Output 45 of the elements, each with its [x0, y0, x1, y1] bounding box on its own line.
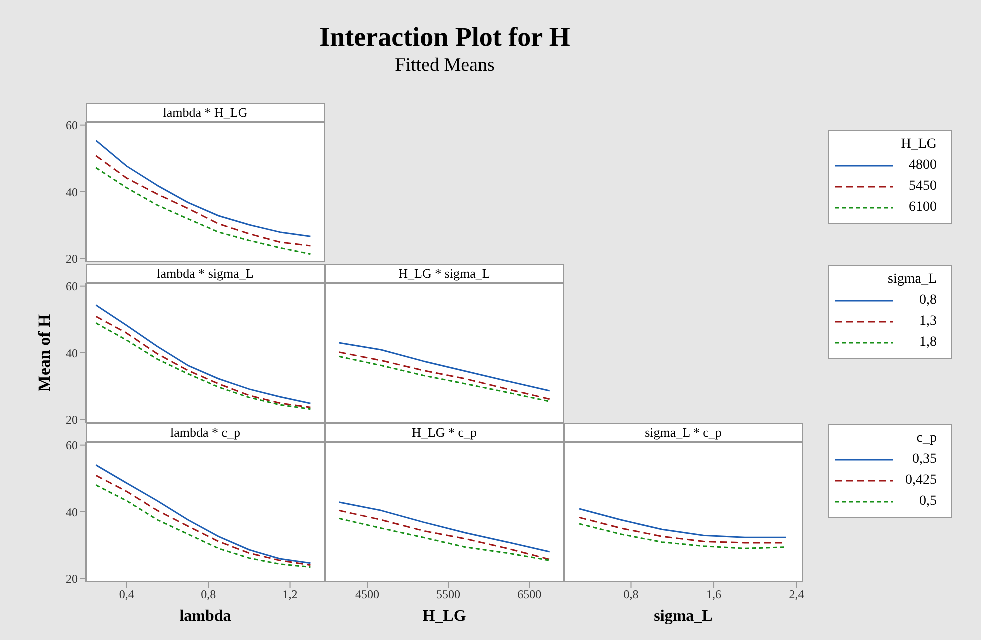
x-tick-label: 0,8 — [624, 588, 639, 602]
legend-label: 5450 — [908, 178, 938, 196]
y-axis-title: Mean of H — [35, 314, 55, 392]
legend-label: 0,35 — [912, 451, 938, 469]
text: Fitted Means — [394, 55, 496, 77]
chart-title: lambda * sigma_L — [86, 264, 325, 283]
x-axis-title: sigma_L — [653, 608, 714, 626]
x-tick-label: 0,8 — [201, 588, 216, 602]
line-series — [95, 140, 312, 238]
y-tick-label: 40 — [66, 185, 78, 200]
legend-title: H_LG — [900, 136, 938, 154]
y-tick-label: 40 — [66, 505, 78, 520]
y-tick-label: 60 — [66, 118, 78, 133]
x-axis-title: lambda — [178, 608, 232, 626]
x-tick-label: 2,4 — [789, 588, 804, 602]
text: Interaction Plot for H — [318, 22, 572, 53]
chart-title: sigma_L * c_p — [564, 423, 803, 442]
line-series — [95, 155, 312, 247]
text: 0,8 — [918, 292, 938, 310]
legend-title: c_p — [916, 430, 938, 448]
x-tick-label: 1,2 — [282, 588, 298, 602]
legend-label: 0,425 — [905, 472, 938, 490]
y-tick-label: 60 — [66, 280, 78, 294]
chart-title: lambda * c_p — [86, 423, 325, 442]
chart-title: lambda * H_LG — [86, 103, 325, 122]
y-tick-label: 20 — [66, 572, 78, 586]
legend-label: 1,8 — [918, 334, 938, 352]
chart-title: H_LG * c_p — [325, 423, 564, 442]
x-tick-label: 5500 — [436, 588, 461, 602]
chart-title: H_LG * sigma_L — [325, 264, 564, 283]
y-tick-label: 40 — [66, 346, 78, 360]
x-tick-label: 1,6 — [706, 588, 722, 602]
x-tick-label: 6500 — [518, 588, 542, 602]
y-tick-label: 60 — [66, 438, 78, 453]
y-tick-label: 20 — [66, 252, 78, 266]
x-tick-label: 0,4 — [119, 588, 134, 602]
legend-label: 6100 — [908, 199, 938, 217]
legend-label: 1,3 — [918, 313, 938, 331]
legend-label: 4800 — [908, 157, 938, 175]
legend-title: sigma_L — [887, 271, 938, 289]
x-axis-title: H_LG — [422, 608, 468, 626]
y-tick-label: 20 — [66, 412, 78, 427]
x-tick-label: 4500 — [356, 588, 380, 602]
line-series — [95, 167, 312, 256]
legend-label: 0,5 — [918, 493, 938, 511]
